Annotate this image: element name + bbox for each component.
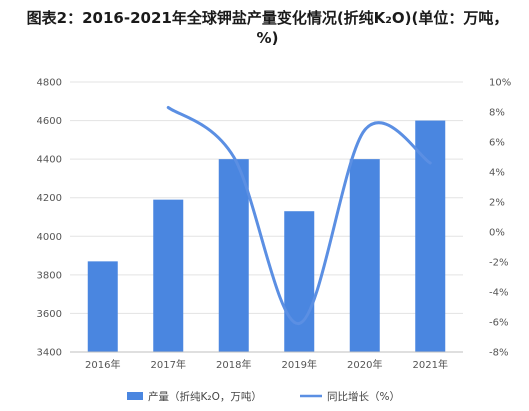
gridlines <box>70 81 463 353</box>
bar <box>284 211 315 352</box>
y-right-tick-label: 2% <box>489 198 505 209</box>
x-tick-label: 2018年 <box>216 358 251 371</box>
y-right-tick-label: -8% <box>489 348 508 359</box>
y-right-tick-label: 10% <box>489 78 511 89</box>
legend-label-growth: 同比增长（%） <box>327 390 400 403</box>
y-right-tick-label: 6% <box>489 138 505 149</box>
y-right-tick-label: 0% <box>489 228 505 239</box>
legend: 产量（折纯K₂O，万吨） 同比增长（%） <box>127 390 400 403</box>
x-tick-label: 2017年 <box>151 358 186 371</box>
x-axis: 2016年 2017年 2018年 2019年 2020年 2021年 <box>70 351 463 371</box>
x-tick-label: 2016年 <box>85 358 120 371</box>
bar <box>349 159 380 352</box>
legend-swatch-bar <box>127 392 143 400</box>
bar <box>218 159 249 352</box>
x-tick-label: 2019年 <box>282 358 317 371</box>
x-tick-label: 2021年 <box>413 358 448 371</box>
y-right-tick-label: 4% <box>489 168 505 179</box>
x-tick-label: 2020年 <box>347 358 382 371</box>
y-axis-left: 3400 3600 3800 4000 4200 4400 4600 4800 <box>37 78 62 359</box>
legend-label-output: 产量（折纯K₂O，万吨） <box>148 390 262 403</box>
y-left-tick-label: 3800 <box>37 270 62 281</box>
y-left-tick-label: 3400 <box>37 348 62 359</box>
bar <box>153 199 184 352</box>
bar <box>415 120 446 352</box>
bar <box>87 261 118 352</box>
y-left-tick-label: 4200 <box>37 193 62 204</box>
y-left-tick-label: 4000 <box>37 232 62 243</box>
y-left-tick-label: 4600 <box>37 116 62 127</box>
y-left-tick-label: 4400 <box>37 155 62 166</box>
chart-title: 图表2：2016-2021年全球钾盐产量变化情况(折纯K₂O)(单位：万吨，%) <box>26 9 509 47</box>
bar-series <box>87 120 446 352</box>
y-right-tick-label: -4% <box>489 288 508 299</box>
y-right-tick-label: -2% <box>489 258 508 269</box>
y-left-tick-label: 4800 <box>37 78 62 89</box>
growth-line <box>166 106 432 325</box>
y-right-tick-label: 8% <box>489 108 505 119</box>
y-left-tick-label: 3600 <box>37 309 62 320</box>
y-axis-right: -8% -6% -4% -2% 0% 2% 4% 6% 8% 10% <box>489 78 511 359</box>
line-series <box>166 106 432 325</box>
y-right-tick-label: -6% <box>489 318 508 329</box>
